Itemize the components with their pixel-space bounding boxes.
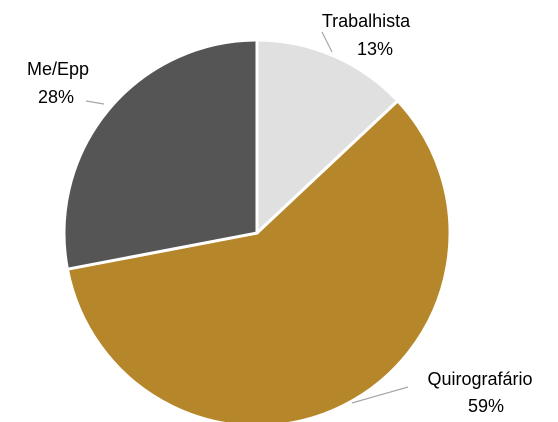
slice-value-label: 28% — [38, 87, 74, 107]
slice-label: Trabalhista — [322, 11, 411, 31]
slice-label: Me/Epp — [27, 59, 89, 79]
slice-value-label: 13% — [357, 39, 393, 59]
pie-slice — [255, 38, 400, 237]
leader-line — [321, 31, 333, 53]
leader-line — [351, 386, 409, 404]
pie-slice — [65, 98, 452, 422]
leader-line — [85, 100, 105, 105]
slice-value-label: 59% — [468, 396, 504, 416]
slice-label: Quirografário — [427, 369, 532, 389]
pie-slice — [62, 38, 259, 271]
